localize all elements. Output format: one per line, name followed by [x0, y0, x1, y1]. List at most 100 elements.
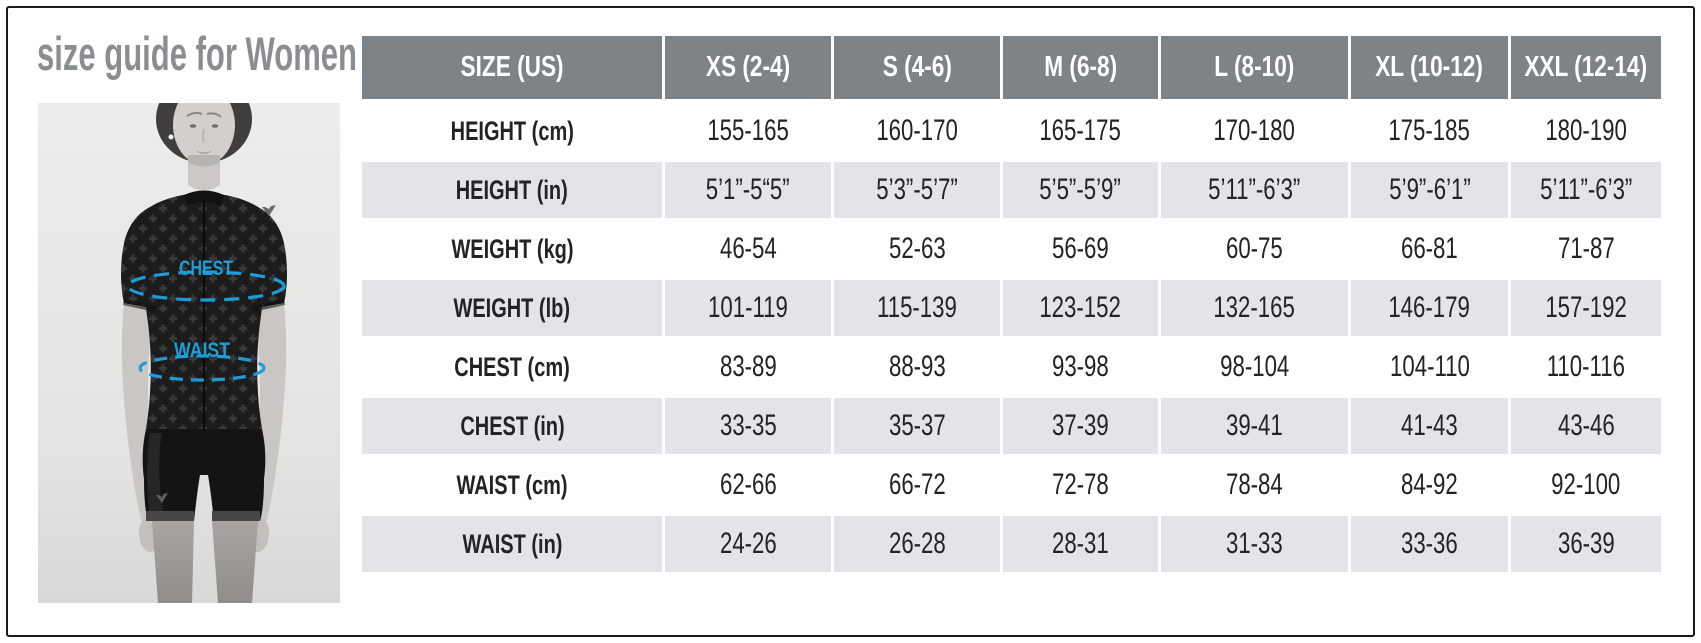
- header-cell: XL (10-12): [1348, 36, 1508, 99]
- value-cell: 72-78: [1000, 457, 1158, 513]
- table-row: HEIGHT (in) 5’1”-5“5” 5’3”-5’7” 5’5”-5’9” 5’…: [362, 162, 1661, 218]
- header-cell-text: XXL (12-14): [1524, 51, 1648, 83]
- header-cell-text: M (6-8): [1044, 51, 1117, 83]
- left-leg: [152, 521, 194, 603]
- measurement-overlays: CHEST WAIST: [126, 257, 286, 382]
- value-cell: 56-69: [1000, 221, 1158, 277]
- value-cell: 165-175: [1000, 103, 1158, 159]
- size-table: SIZE (US) XS (2-4) S (4-6) M (6-8) L (8-10) X…: [362, 36, 1661, 572]
- value-text: 5’9”-6’1”: [1388, 173, 1471, 206]
- value-cell: 43-46: [1508, 398, 1661, 454]
- value-text: 93-98: [1052, 350, 1109, 383]
- value-text: 98-104: [1219, 350, 1290, 383]
- value-cell: 60-75: [1157, 221, 1348, 277]
- value-text: 92-100: [1551, 468, 1621, 501]
- table-row: WEIGHT (kg) 46-54 52-63 56-69 60-75 66-81 71-8…: [362, 221, 1661, 277]
- value-text: 170-180: [1213, 114, 1296, 147]
- value-text: 180-190: [1545, 114, 1627, 147]
- brand-logo-chest: [262, 205, 276, 216]
- value-text: 5’5”-5’9”: [1039, 173, 1122, 206]
- value-cell: 160-170: [831, 103, 1000, 159]
- value-text: 78-84: [1226, 468, 1283, 501]
- value-text: 24-26: [719, 527, 777, 560]
- value-cell: 83-89: [662, 339, 831, 395]
- value-cell: 170-180: [1157, 103, 1348, 159]
- row-label-text: CHEST (cm): [454, 351, 570, 382]
- left-sleeve-hem: [123, 299, 156, 312]
- header-cell: M (6-8): [1000, 36, 1158, 99]
- header-cell: XS (2-4): [662, 36, 831, 99]
- earring: [168, 134, 174, 140]
- value-text: 132-165: [1213, 291, 1296, 324]
- row-label-cell: WEIGHT (kg): [362, 221, 662, 277]
- right-leg: [212, 521, 258, 603]
- value-cell: 132-165: [1157, 280, 1348, 336]
- value-text: 165-175: [1039, 114, 1122, 147]
- value-cell: 98-104: [1157, 339, 1348, 395]
- value-text: 36-39: [1557, 527, 1615, 560]
- brand-logo-shorts: [156, 493, 168, 503]
- value-text: 43-46: [1557, 409, 1615, 442]
- value-text: 110-116: [1546, 350, 1626, 383]
- value-text: 5’3”-5’7”: [876, 173, 958, 206]
- value-text: 104-110: [1389, 350, 1470, 383]
- table-row: WEIGHT (lb) 101-119 115-139 123-152 132-165 1…: [362, 280, 1661, 336]
- chest-label: CHEST: [179, 257, 233, 280]
- value-text: 37-39: [1052, 409, 1109, 442]
- value-cell: 92-100: [1508, 457, 1661, 513]
- header-cell-text: XS (2-4): [705, 51, 791, 83]
- model-figure: [121, 103, 287, 603]
- value-cell: 155-165: [662, 103, 831, 159]
- right-short-hem: [212, 511, 260, 521]
- row-label-text: WAIST (in): [462, 528, 562, 559]
- row-label-cell: WAIST (in): [362, 516, 662, 572]
- row-label-text: HEIGHT (in): [455, 174, 569, 205]
- header-cell-size: SIZE (US): [362, 36, 662, 99]
- zipper: [202, 200, 206, 429]
- value-text: 39-41: [1226, 409, 1283, 442]
- model-photo-illustration: CHEST WAIST: [38, 103, 340, 603]
- table-row: HEIGHT (cm) 155-165 160-170 165-175 170-180 1…: [362, 103, 1661, 159]
- value-cell: 26-28: [831, 516, 1000, 572]
- value-cell: 5’5”-5’9”: [1000, 162, 1158, 218]
- row-label-cell: WAIST (cm): [362, 457, 662, 513]
- table-row: WAIST (cm) 62-66 66-72 72-78 78-84 84-92 92-10…: [362, 457, 1661, 513]
- header-cell-text: L (8-10): [1214, 51, 1295, 83]
- value-text: 5’1”-5“5”: [706, 173, 790, 206]
- waist-measure-ellipse: [138, 354, 266, 382]
- row-label-text: WAIST (cm): [456, 469, 568, 500]
- value-cell: 24-26: [662, 516, 831, 572]
- right-sleeve-hem: [252, 299, 285, 312]
- value-text: 146-179: [1388, 291, 1471, 324]
- value-cell: 5’9”-6’1”: [1348, 162, 1508, 218]
- value-cell: 93-98: [1000, 339, 1158, 395]
- value-text: 56-69: [1052, 232, 1109, 265]
- value-cell: 115-139: [831, 280, 1000, 336]
- value-text: 5’11”-6’3”: [1539, 173, 1633, 206]
- value-cell: 39-41: [1157, 398, 1348, 454]
- value-text: 83-89: [719, 350, 777, 383]
- value-text: 5’11”-6’3”: [1208, 173, 1301, 206]
- chest-measure-ellipse: [126, 270, 286, 302]
- value-cell: 146-179: [1348, 280, 1508, 336]
- value-cell: 175-185: [1348, 103, 1508, 159]
- value-cell: 157-192: [1508, 280, 1661, 336]
- value-cell: 62-66: [662, 457, 831, 513]
- header-cell: S (4-6): [831, 36, 1000, 99]
- value-text: 123-152: [1039, 291, 1122, 324]
- value-cell: 71-87: [1508, 221, 1661, 277]
- header-cell: XXL (12-14): [1508, 36, 1661, 99]
- value-text: 72-78: [1052, 468, 1109, 501]
- row-label-text: HEIGHT (cm): [450, 115, 574, 146]
- value-cell: 101-119: [662, 280, 831, 336]
- row-label-text: CHEST (in): [459, 410, 565, 441]
- table-row: CHEST (in) 33-35 35-37 37-39 39-41 41-43 43-46: [362, 398, 1661, 454]
- value-text: 71-87: [1557, 232, 1615, 265]
- value-cell: 78-84: [1157, 457, 1348, 513]
- value-cell: 33-35: [662, 398, 831, 454]
- value-cell: 5’3”-5’7”: [831, 162, 1000, 218]
- page-title-text: size guide for Women: [37, 27, 358, 80]
- value-text: 35-37: [888, 409, 946, 442]
- value-text: 31-33: [1226, 527, 1283, 560]
- value-cell: 66-81: [1348, 221, 1508, 277]
